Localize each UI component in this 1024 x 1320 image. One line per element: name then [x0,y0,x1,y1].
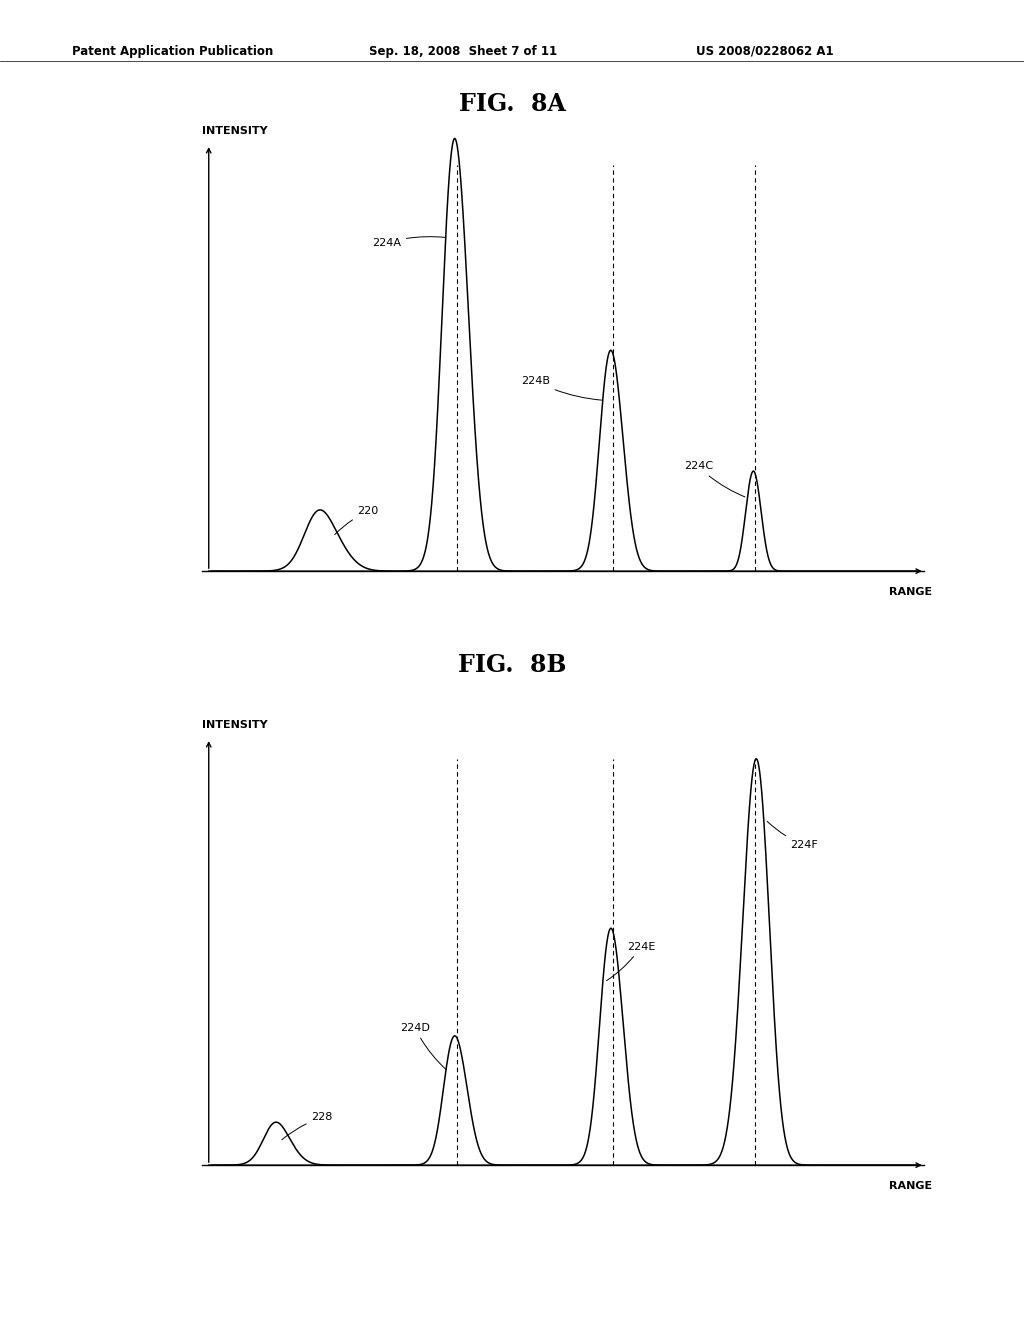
Text: FIG.  8B: FIG. 8B [458,653,566,677]
Text: 224A: 224A [372,236,445,248]
Text: FIG.  8A: FIG. 8A [459,92,565,116]
Text: 224E: 224E [606,941,655,981]
Text: INTENSITY: INTENSITY [202,127,267,136]
Text: 228: 228 [282,1113,333,1139]
Text: Sep. 18, 2008  Sheet 7 of 11: Sep. 18, 2008 Sheet 7 of 11 [369,45,557,58]
Text: US 2008/0228062 A1: US 2008/0228062 A1 [696,45,834,58]
Text: 224F: 224F [767,821,818,850]
Text: RANGE: RANGE [889,1181,932,1192]
Text: RANGE: RANGE [889,587,932,598]
Text: 224D: 224D [400,1023,446,1069]
Text: 224B: 224B [520,376,601,400]
Text: 224C: 224C [684,462,744,496]
Text: 220: 220 [335,506,379,535]
Text: INTENSITY: INTENSITY [202,721,267,730]
Text: Patent Application Publication: Patent Application Publication [72,45,273,58]
